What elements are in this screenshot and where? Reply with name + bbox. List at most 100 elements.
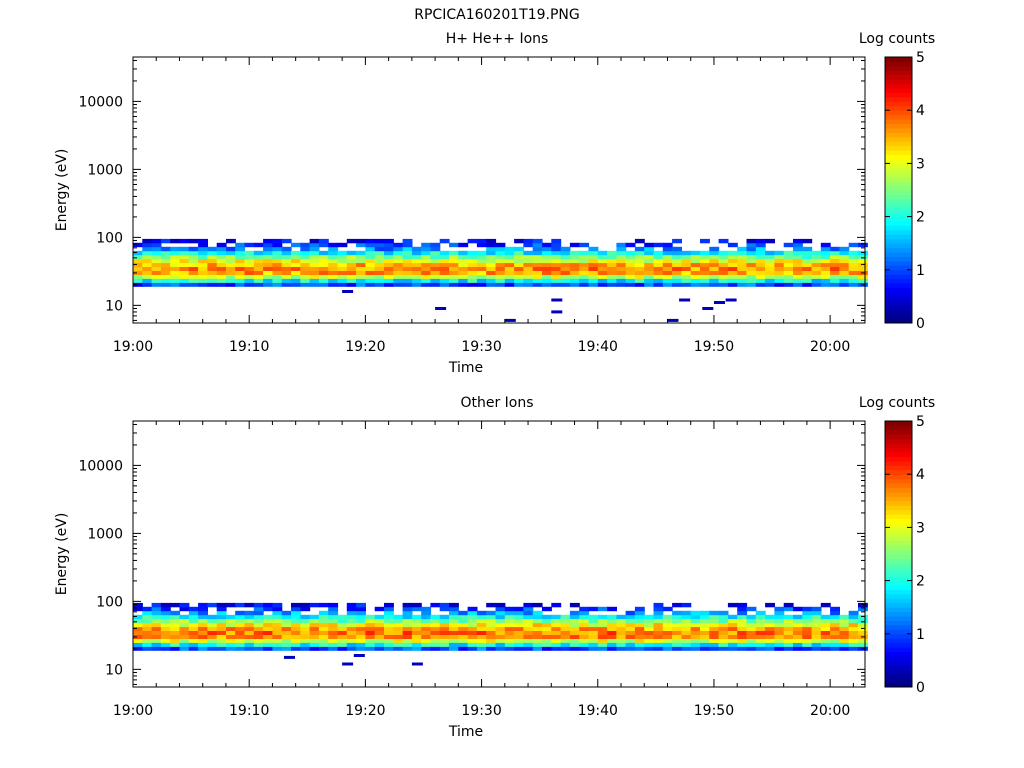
- spectrogram-cell: [281, 274, 292, 279]
- spectrogram-cell: [820, 622, 831, 628]
- spectrogram-cell: [765, 634, 775, 639]
- spectrogram-cell: [802, 254, 813, 260]
- spectrogram-cell: [820, 262, 831, 267]
- spectrogram-cell: [430, 626, 441, 631]
- spectrogram-cell: [346, 270, 357, 275]
- spectrogram-cell: [532, 610, 543, 616]
- spectrogram-cell: [356, 614, 366, 620]
- spectrogram-cell: [681, 646, 692, 651]
- spectrogram-cell: [467, 282, 478, 287]
- colorbar-segment: [885, 554, 912, 559]
- spectrogram-cell: [337, 266, 348, 271]
- spectrogram-cell: [625, 242, 636, 248]
- colorbar-segment: [885, 309, 912, 315]
- spectrogram-cell: [365, 250, 376, 256]
- spectrogram-cell: [718, 634, 729, 639]
- spectrogram-cell: [542, 266, 552, 271]
- spectrogram-cell: [421, 278, 432, 283]
- spectrogram-cell: [644, 630, 655, 635]
- colorbar-segment: [885, 487, 912, 493]
- spectrogram-cell: [830, 626, 840, 631]
- spectrogram-cell: [188, 278, 199, 283]
- spectrogram-cell: [411, 614, 422, 620]
- spectrogram-cell: [439, 630, 450, 635]
- spectrogram-cell: [467, 278, 478, 283]
- spectrogram-cell: [430, 278, 441, 283]
- spectrogram-cell: [746, 262, 757, 267]
- spectrogram-cell: [449, 634, 459, 639]
- spectrogram-cell: [263, 266, 273, 271]
- spectrogram-cell: [393, 246, 404, 252]
- colorbar-segment: [885, 247, 912, 253]
- spectrogram-cell: [820, 258, 831, 264]
- spectrogram-cell: [253, 270, 264, 275]
- spectrogram-cell: [514, 266, 524, 271]
- spectrogram-cell: [588, 630, 599, 635]
- spectrogram-cell: [179, 622, 190, 628]
- spectrogram-cell: [774, 626, 785, 631]
- spectrogram-cell: [783, 270, 794, 275]
- spectrogram-cell: [458, 278, 469, 283]
- spectrogram-cell: [662, 626, 673, 631]
- spectrogram-cell: [421, 262, 432, 267]
- colorbar-segment: [885, 181, 912, 187]
- spectrogram-cell: [820, 274, 831, 279]
- spectrogram-cell: [579, 266, 590, 271]
- spectrogram-cell: [226, 646, 236, 651]
- spectrogram-cell: [281, 262, 292, 267]
- spectrogram-cell: [449, 618, 459, 624]
- colorbar-segment: [885, 607, 912, 613]
- spectrogram-cell: [672, 638, 682, 643]
- spectrogram-cell: [374, 622, 385, 628]
- spectrogram-cell: [514, 250, 524, 256]
- spectrogram-cell: [198, 270, 208, 275]
- spectrogram-cell: [151, 250, 162, 256]
- spectrogram-cell: [421, 634, 432, 639]
- spectrogram-cell: [356, 610, 366, 616]
- spectrogram-cell: [449, 242, 459, 248]
- spectrogram-cell: [718, 282, 729, 287]
- spectrogram-cell: [830, 606, 840, 612]
- spectrogram-cell: [160, 630, 171, 635]
- spectrogram-cell: [672, 270, 682, 275]
- spectrogram-cell: [318, 238, 329, 244]
- spectrogram-cell: [514, 630, 524, 635]
- spectrogram-cell: [597, 634, 608, 639]
- colorbar-segment: [885, 176, 912, 182]
- spectrogram-cell: [309, 618, 320, 624]
- spectrogram-cell: [504, 282, 515, 287]
- spectrogram-cell: [737, 614, 748, 620]
- spectrogram-cell: [402, 258, 413, 264]
- spectrogram-cell: [746, 278, 757, 283]
- spectrogram-cell: [253, 282, 264, 287]
- spectrogram-cell: [681, 614, 692, 620]
- spectrogram-cell: [328, 266, 339, 271]
- spectrogram-cell: [523, 266, 534, 271]
- spectrogram-cell: [858, 614, 868, 620]
- spectrogram-cell: [700, 618, 710, 624]
- data-point: [353, 654, 365, 657]
- spectrogram-cell: [430, 618, 441, 624]
- spectrogram-cell: [597, 254, 608, 260]
- spectrogram-cell: [226, 618, 236, 624]
- spectrogram-cell: [551, 278, 562, 283]
- spectrogram-cell: [291, 618, 301, 624]
- spectrogram-cell: [755, 254, 766, 260]
- spectrogram-cell: [569, 626, 580, 631]
- spectrogram-cell: [133, 282, 143, 287]
- spectrogram-cell: [142, 246, 153, 252]
- spectrogram-cell: [439, 626, 450, 631]
- spectrogram-cell: [709, 634, 720, 639]
- colorbar-segment: [885, 624, 912, 630]
- spectrogram-cell: [616, 262, 627, 267]
- spectrogram-cell: [253, 254, 264, 260]
- spectrogram-cell: [346, 602, 357, 608]
- spectrogram-cell: [542, 254, 552, 260]
- spectrogram-cell: [532, 642, 543, 647]
- spectrogram-cell: [300, 278, 311, 283]
- spectrogram-cell: [588, 638, 599, 643]
- spectrogram-cell: [811, 270, 822, 275]
- data-point: [504, 318, 516, 322]
- spectrogram-cell: [830, 610, 840, 616]
- spectrogram-cell: [625, 618, 636, 624]
